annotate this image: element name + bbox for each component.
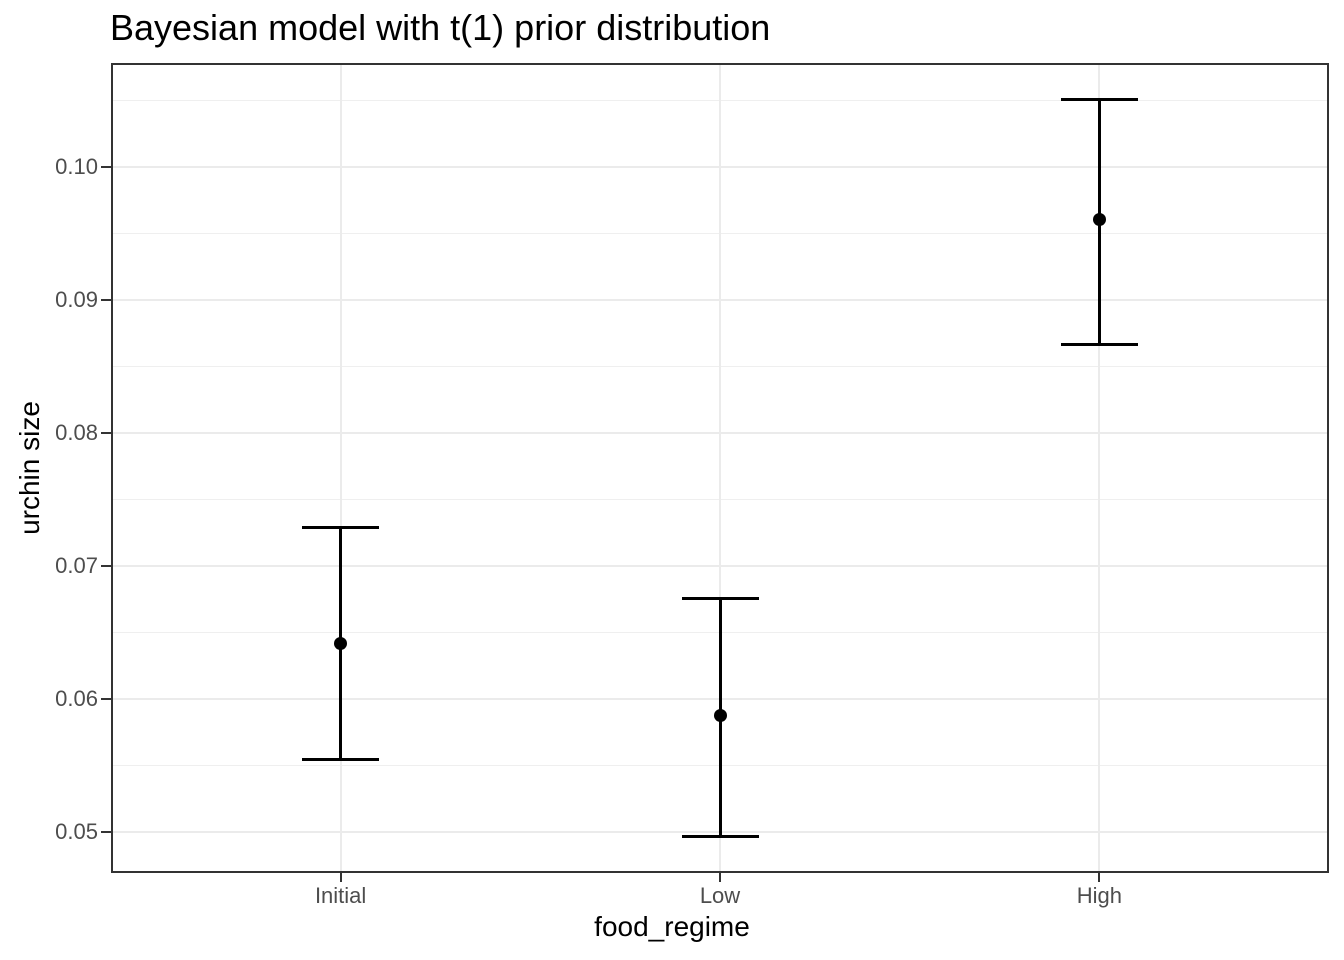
y-tick-label: 0.09 bbox=[55, 287, 98, 313]
x-tick bbox=[339, 873, 342, 882]
error-bar-cap-top bbox=[1060, 98, 1138, 102]
x-tick-label: Low bbox=[699, 883, 741, 908]
y-tick bbox=[101, 831, 111, 834]
x-tick bbox=[719, 873, 721, 882]
y-tick-label: 0.08 bbox=[55, 420, 98, 446]
plot-title: Bayesian model with t(1) prior distribut… bbox=[110, 7, 771, 48]
y-axis-title: urchin size bbox=[14, 401, 45, 535]
x-tick-label: High bbox=[1076, 883, 1122, 908]
y-tick bbox=[101, 299, 111, 302]
y-tick-label: 0.06 bbox=[55, 686, 98, 712]
x-major-gridline bbox=[719, 65, 721, 871]
y-tick bbox=[101, 565, 111, 568]
y-tick-label: 0.07 bbox=[55, 553, 98, 579]
error-bar-cap-top bbox=[302, 526, 380, 530]
x-axis-title: food_regime bbox=[594, 911, 750, 942]
y-tick bbox=[101, 432, 111, 435]
y-tick-label: 0.10 bbox=[55, 154, 98, 180]
error-bar-cap-bottom bbox=[1060, 342, 1138, 346]
error-bar-cap-bottom bbox=[681, 834, 759, 838]
x-major-gridline bbox=[1098, 65, 1101, 871]
error-bar-cap-bottom bbox=[302, 757, 380, 761]
data-point bbox=[713, 708, 727, 722]
y-tick bbox=[101, 698, 111, 701]
x-tick-label: Initial bbox=[314, 883, 367, 908]
x-major-gridline bbox=[339, 65, 342, 871]
y-tick-label: 0.05 bbox=[55, 819, 98, 845]
data-point bbox=[334, 637, 348, 651]
plot-panel bbox=[111, 63, 1329, 873]
data-point bbox=[1092, 212, 1106, 226]
y-tick bbox=[101, 166, 111, 169]
x-tick bbox=[1098, 873, 1101, 882]
error-bar-cap-top bbox=[681, 596, 759, 600]
